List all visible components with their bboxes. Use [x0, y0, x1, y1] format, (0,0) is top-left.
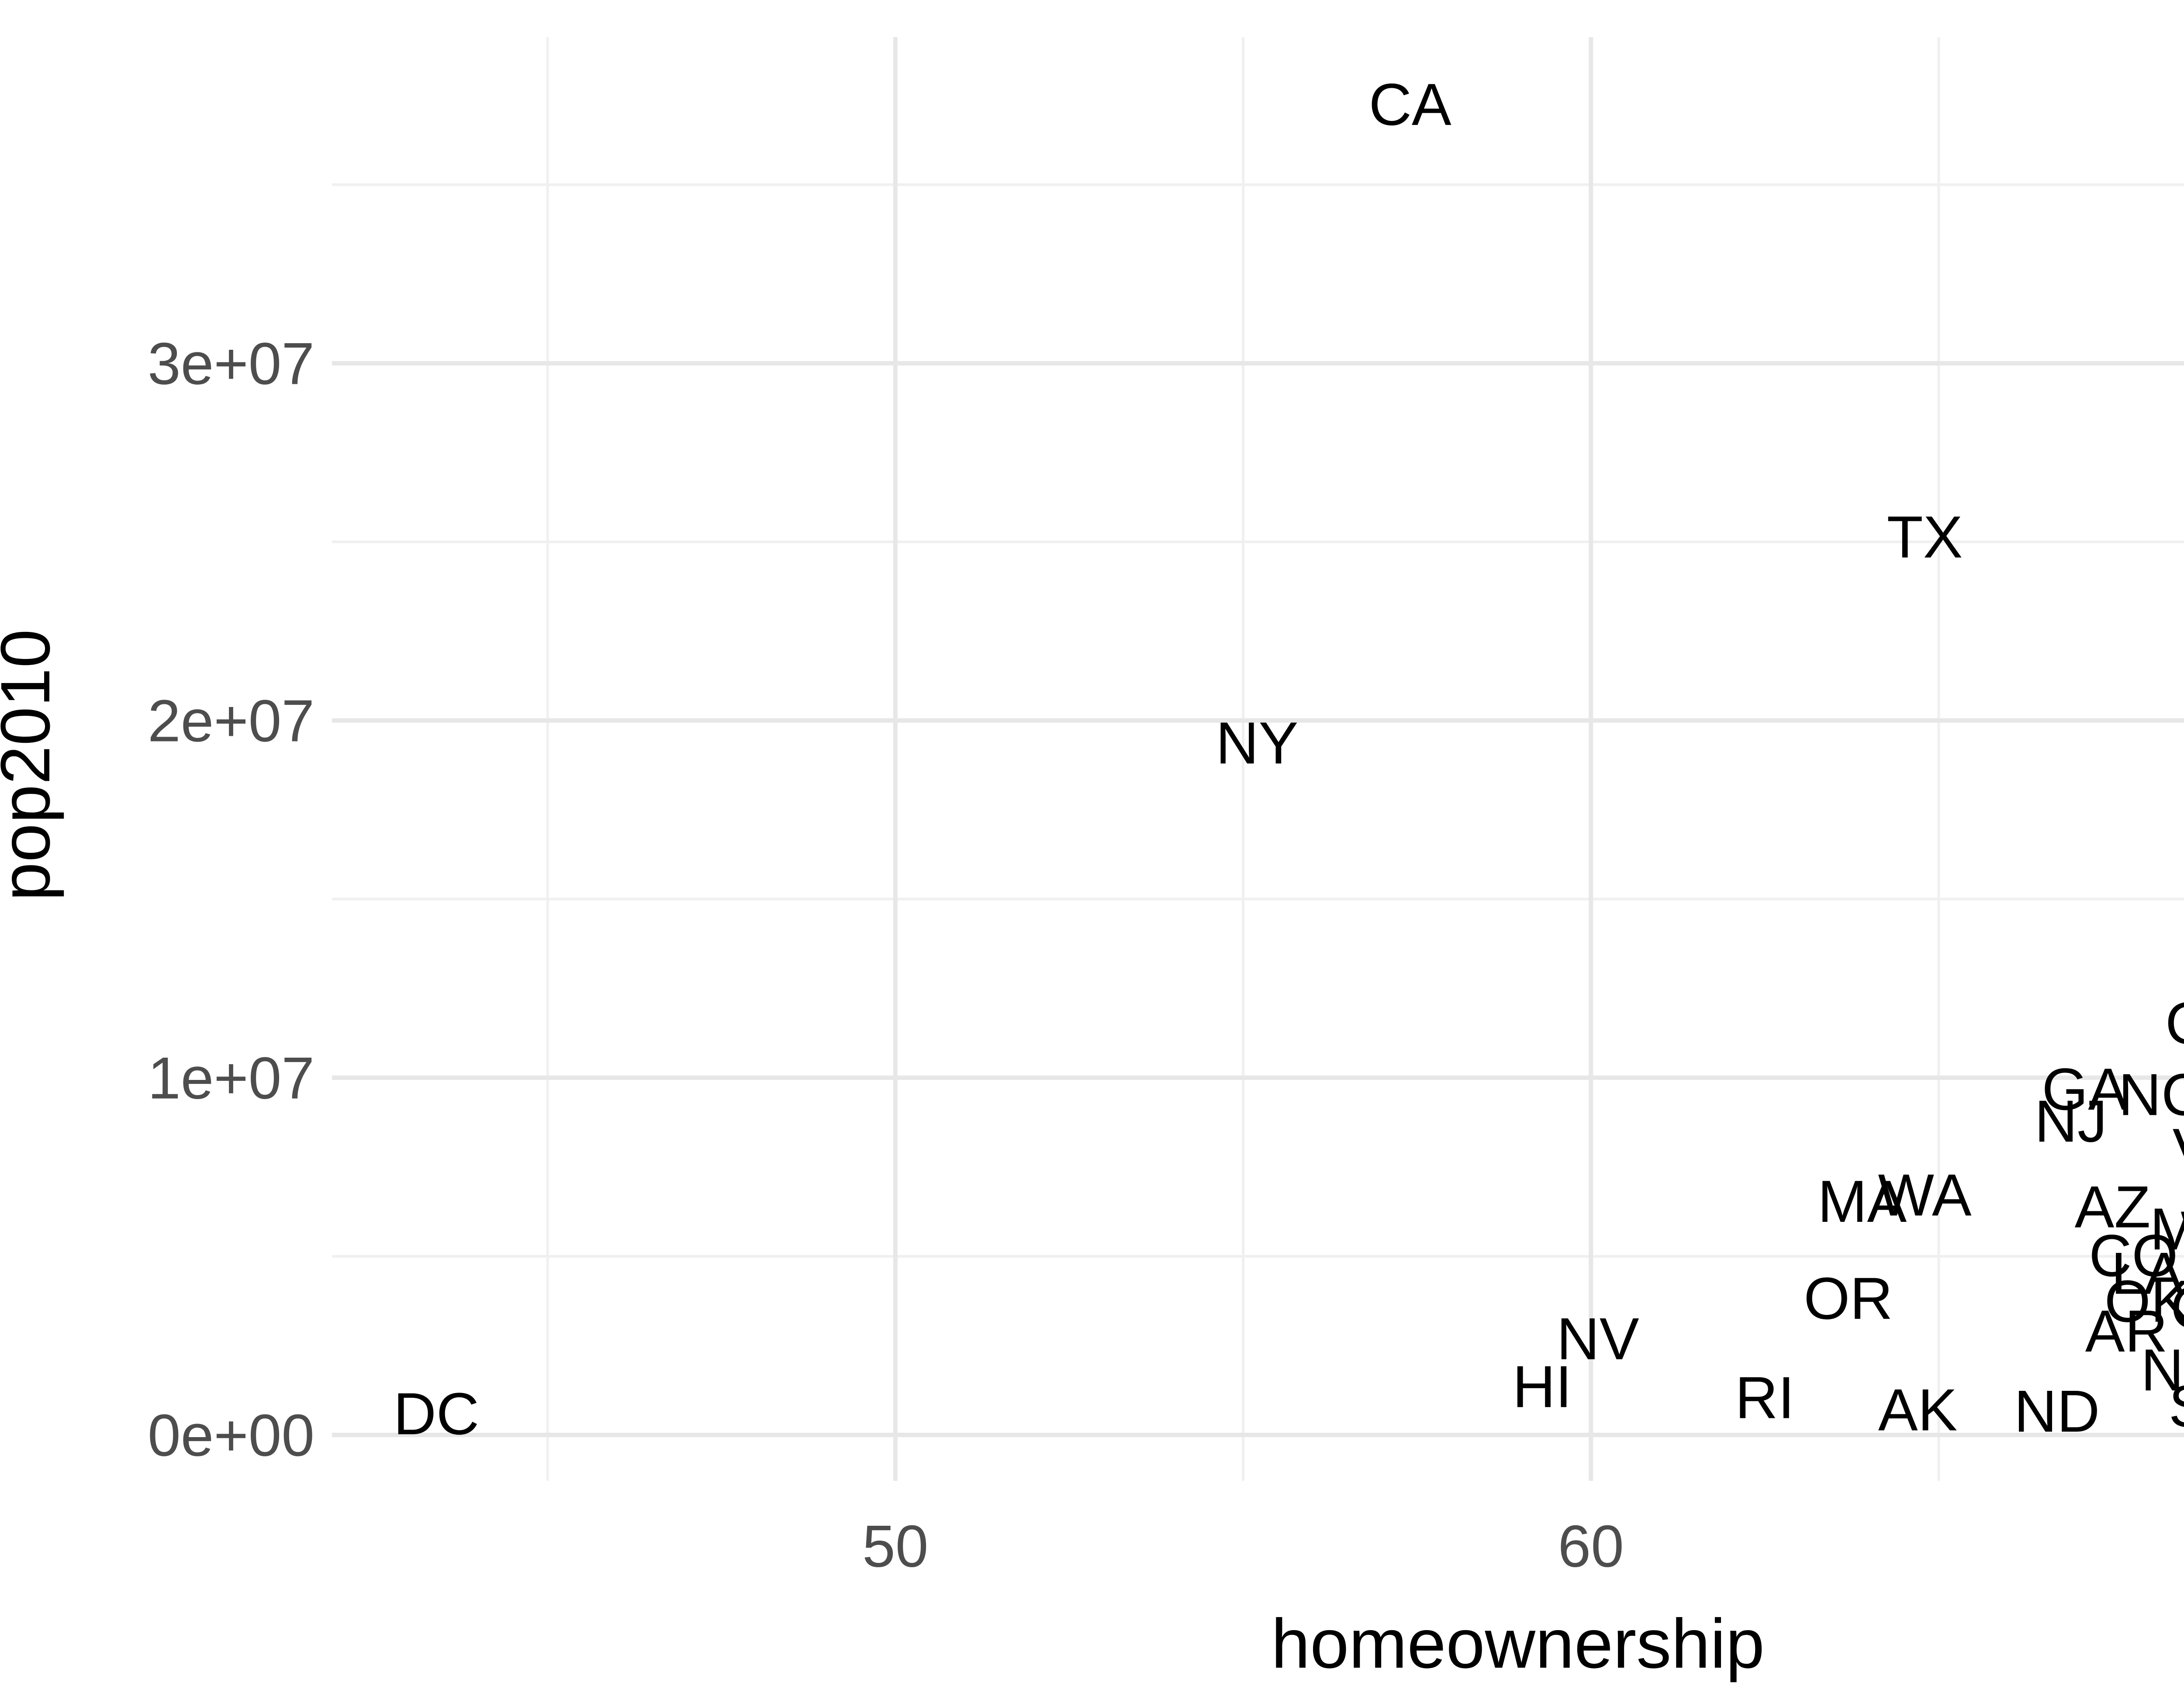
state-label-ct: CT	[2170, 1274, 2184, 1341]
state-label-hi: HI	[1513, 1353, 1572, 1420]
state-label-oh: OH	[2165, 990, 2184, 1056]
state-label-nv: NV	[1557, 1306, 1639, 1372]
state-label-or: OR	[1804, 1265, 1893, 1331]
state-label-ny: NY	[1216, 710, 1298, 776]
state-label-la: LA	[2111, 1240, 2184, 1307]
x-tick-label: 60	[1558, 1513, 1624, 1579]
state-label-ri: RI	[1735, 1364, 1794, 1431]
state-label-nd: ND	[2014, 1378, 2100, 1445]
y-axis-title: pop2010	[0, 629, 64, 901]
state-label-va: VA	[2173, 1116, 2184, 1183]
state-label-ok: OK	[2105, 1268, 2184, 1334]
state-label-wa: WA	[1878, 1162, 1972, 1228]
state-label-wi: WI	[2181, 1199, 2184, 1265]
state-label-nj: NJ	[2035, 1088, 2107, 1154]
state-label-tx: TX	[1887, 504, 1963, 570]
y-tick-label: 1e+07	[148, 1045, 314, 1111]
state-label-ak: AK	[1878, 1376, 1957, 1443]
state-label-ga: GA	[2042, 1056, 2128, 1122]
state-label-co: CO	[2089, 1222, 2178, 1289]
state-label-dc: DC	[394, 1380, 479, 1447]
y-tick-label: 0e+00	[148, 1402, 314, 1469]
state-label-ca: CA	[1369, 71, 1451, 138]
state-label-nc: NC	[2118, 1062, 2184, 1128]
state-label-ar: AR	[2085, 1298, 2168, 1364]
state-label-ne: NE	[2141, 1337, 2184, 1403]
x-axis-title: homeownership	[1271, 1604, 1765, 1683]
y-tick-label: 3e+07	[148, 330, 314, 397]
state-label-ma: MA	[1818, 1168, 1907, 1234]
state-label-az: AZ	[2075, 1174, 2151, 1240]
y-tick-label: 2e+07	[148, 687, 314, 754]
x-tick-label: 50	[862, 1513, 928, 1579]
state-label-sd: SD	[2169, 1373, 2184, 1439]
state-label-md: MD	[2150, 1196, 2184, 1262]
